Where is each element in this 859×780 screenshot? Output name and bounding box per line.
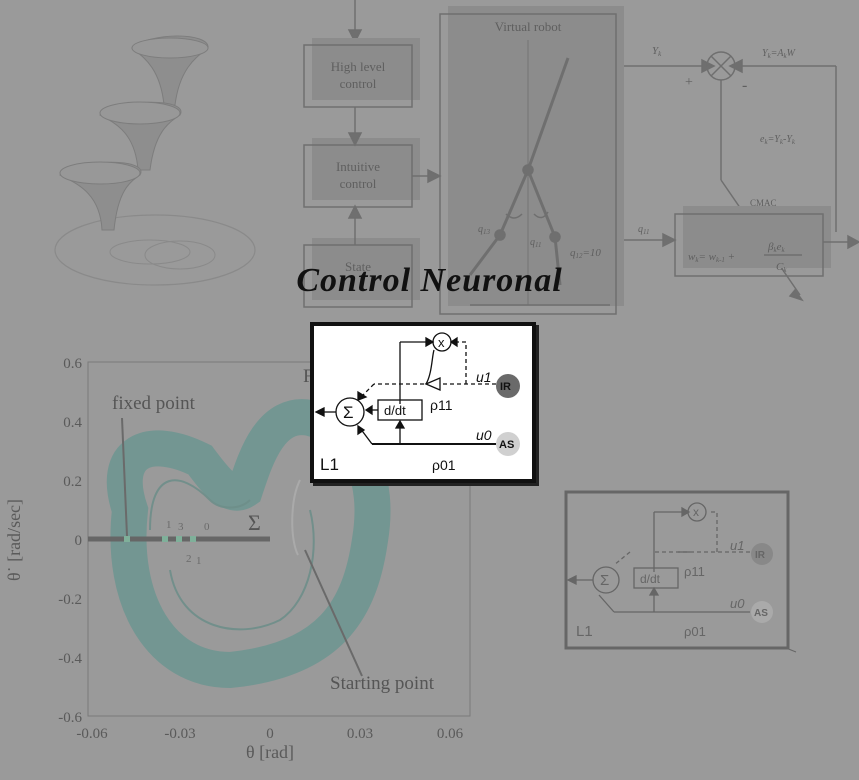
svg-text:x: x [693,505,699,519]
svg-text:0.06: 0.06 [437,726,464,742]
circuit-diagram-faded: x u1 IR ρ11 Σ d/dt u0 AS L1 ρ01 [564,490,797,653]
svg-text:CMAC: CMAC [750,198,777,208]
u1-label: u1 [476,369,492,385]
svg-text:3: 3 [178,521,184,533]
svg-text:-: - [742,77,747,94]
svg-text:AS: AS [754,608,768,619]
l1-label: L1 [320,455,339,474]
svg-text:0: 0 [75,533,83,549]
control-architecture-diagram: High level control Intuitive control State… [303,0,859,315]
page-title: Control Neuronal [296,262,563,299]
svg-text:0: 0 [266,726,274,742]
svg-text:-0.03: -0.03 [164,726,195,742]
svg-text:L1: L1 [576,623,593,640]
svg-text:Yk=AkW: Yk=AkW [762,48,797,60]
svg-text:-0.4: -0.4 [58,651,82,667]
svg-text:-0.2: -0.2 [58,592,82,608]
svg-text:Σ: Σ [600,572,609,589]
starting-point-label: Starting point [330,673,435,694]
svg-text:Σ: Σ [248,510,261,535]
rho-1-0-label: ρ01 [432,457,456,473]
u0-label: u0 [476,427,492,443]
svg-text:θ˙ [rad/sec]: θ˙ [rad/sec] [4,499,24,581]
ddt-label: d/dt [384,403,406,418]
svg-text:-0.6: -0.6 [58,710,82,726]
svg-text:IR: IR [755,550,766,561]
svg-text:ρ01: ρ01 [684,624,706,639]
as-label: AS [499,439,514,451]
ir-sensor-icon [496,374,520,398]
multiplier-label: x [438,335,445,350]
svg-text:q11: q11 [530,237,541,249]
svg-text:0.03: 0.03 [347,726,373,742]
svg-text:u0: u0 [730,596,745,611]
svg-text:q11: q11 [638,224,649,236]
fixed-point-label: fixed point [112,393,196,414]
ir-label: IR [500,381,511,393]
svg-text:1: 1 [196,555,202,567]
svg-text:q12=10: q12=10 [570,247,601,260]
intuitive-control-label: Intuitive control [336,159,380,191]
as-sensor-icon [496,432,520,456]
svg-text:0.4: 0.4 [63,415,82,431]
svg-text:F: F [303,366,314,387]
svg-text:βkek: βkek [767,241,785,254]
svg-text:ρ11: ρ11 [684,564,705,579]
svg-text:+: + [685,75,693,90]
svg-text:Yk: Yk [652,45,662,58]
rho-1-1-label: ρ11 [430,397,453,413]
neural-circuit-diagram: x u1 IR ρ11 Σ d/dt u0 AS L1 ρ01 [310,322,536,483]
svg-text:2: 2 [186,553,192,565]
funnel-illustration [54,35,256,286]
high-level-control-label: High level control [331,59,386,91]
svg-text:0: 0 [204,521,210,533]
svg-text:0.6: 0.6 [63,356,82,372]
state-label: State [345,259,371,274]
svg-text:ek=Yk-Yk: ek=Yk-Yk [760,134,796,146]
svg-text:1: 1 [166,519,172,531]
sigma-label: Σ [343,403,354,422]
svg-text:-0.06: -0.06 [76,726,108,742]
virtual-robot-label: Virtual robot [495,19,562,34]
svg-text:d/dt: d/dt [640,572,661,586]
svg-text:Ck: Ck [776,261,787,274]
svg-text:0.2: 0.2 [63,474,82,490]
svg-text:u1: u1 [730,538,744,553]
svg-text:θ [rad]: θ [rad] [246,742,294,762]
